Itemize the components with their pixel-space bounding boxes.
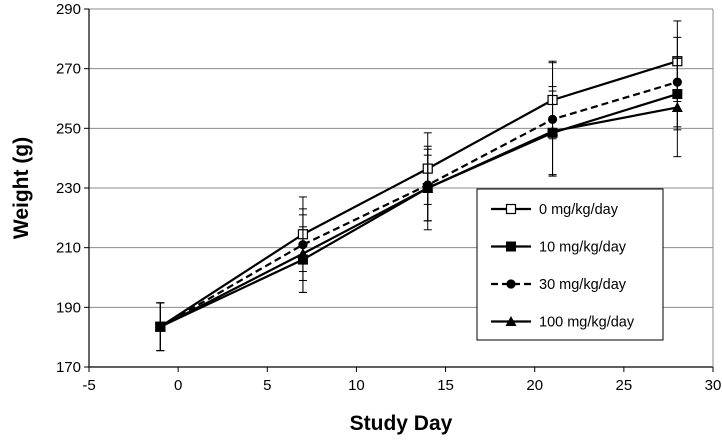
y-tick-label-170: 170	[56, 359, 81, 376]
series-group	[154, 20, 683, 352]
y-axis-title: Weight (g)	[10, 137, 33, 239]
legend-label-1: 10 mg/kg/day	[539, 240, 627, 256]
y-tick-label-230: 230	[56, 180, 81, 197]
data-point-3-1	[297, 248, 309, 259]
x-tick-label-25: 25	[616, 377, 633, 394]
x-tick-label-10: 10	[348, 377, 365, 394]
legend-label-3: 100 mg/kg/day	[539, 315, 635, 331]
series-3	[154, 57, 683, 352]
axes	[84, 8, 714, 372]
legend-marker-1	[506, 241, 516, 252]
x-tick-label-15: 15	[437, 377, 454, 394]
x-tick-label-0: 0	[174, 377, 182, 394]
tick-labels: 170 190 210 230 250 270 290 -5 0 5 10 15 20 25 30	[56, 1, 721, 394]
y-tick-label-290: 290	[56, 1, 81, 18]
legend-label-2: 30 mg/kg/day	[539, 277, 627, 293]
x-axis-title: Study Day	[350, 412, 453, 435]
legend-marker-2	[506, 279, 516, 289]
legend-marker-3	[505, 316, 517, 326]
y-tick-label-210: 210	[56, 240, 81, 257]
y-tick-label-270: 270	[56, 61, 81, 78]
legend: 0 mg/kg/day 10 mg/kg/day 30 mg/kg/day 100 m…	[476, 188, 664, 341]
x-tick-label--5: -5	[82, 377, 95, 394]
data-point-3-4	[671, 101, 683, 112]
legend-marker-0	[505, 203, 517, 215]
x-tick-label-30: 30	[705, 377, 722, 394]
x-tick-label-5: 5	[263, 377, 271, 394]
y-tick-label-190: 190	[56, 299, 81, 316]
data-point-3-2	[422, 182, 434, 193]
x-tick-label-20: 20	[526, 377, 543, 394]
y-tick-label-250: 250	[56, 120, 81, 137]
legend-label-0: 0 mg/kg/day	[539, 202, 619, 218]
legend-box	[476, 188, 664, 341]
data-point-3-3	[547, 125, 559, 136]
data-point-3-0	[154, 321, 166, 332]
